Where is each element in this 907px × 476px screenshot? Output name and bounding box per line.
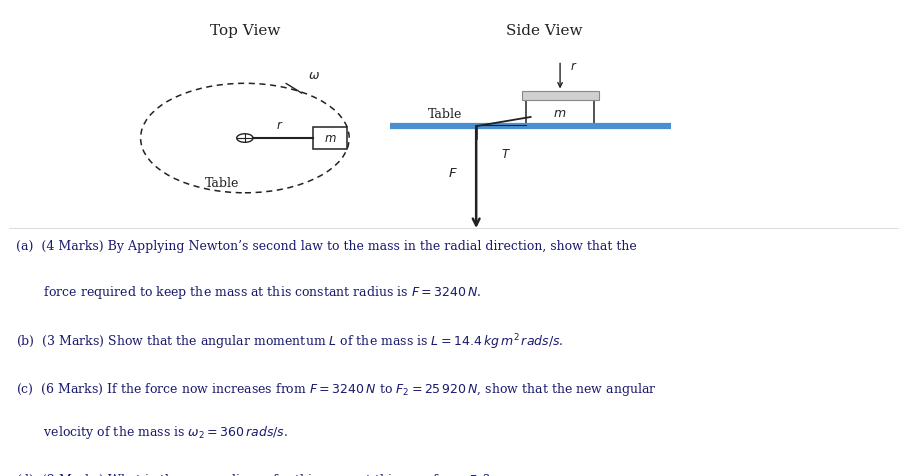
Text: r: r [571, 60, 576, 73]
Text: Table: Table [428, 108, 463, 121]
Text: $\omega$: $\omega$ [308, 69, 320, 82]
Text: (a)  (4 Marks) By Applying Newton’s second law to the mass in the radial directi: (a) (4 Marks) By Applying Newton’s secon… [16, 240, 637, 253]
Text: F: F [449, 167, 456, 180]
Text: Table: Table [205, 177, 239, 190]
Text: m: m [325, 131, 336, 145]
Circle shape [237, 134, 253, 142]
Text: Side View: Side View [506, 24, 582, 38]
Text: force required to keep the mass at this constant radius is $F = 3240\,N$.: force required to keep the mass at this … [16, 284, 482, 301]
Text: Top View: Top View [210, 24, 280, 38]
Text: (d)  (2 Marks) What is the new radius $r_2$ for this mass at this new force $F_2: (d) (2 Marks) What is the new radius $r_… [16, 473, 491, 476]
FancyBboxPatch shape [313, 127, 347, 149]
Text: m: m [554, 107, 566, 119]
FancyBboxPatch shape [526, 100, 594, 126]
Text: r: r [277, 119, 282, 132]
Text: (b)  (3 Marks) Show that the angular momentum $L$ of the mass is $L = 14.4\,kg\,: (b) (3 Marks) Show that the angular mome… [16, 332, 564, 352]
Text: T: T [502, 148, 509, 160]
Text: (c)  (6 Marks) If the force now increases from $F = 3240\,N$ to $F_2 = 25\,920\,: (c) (6 Marks) If the force now increases… [16, 380, 657, 397]
Text: velocity of the mass is $\omega_2 = 360\,rads/s$.: velocity of the mass is $\omega_2 = 360\… [16, 424, 288, 441]
FancyBboxPatch shape [522, 91, 599, 100]
